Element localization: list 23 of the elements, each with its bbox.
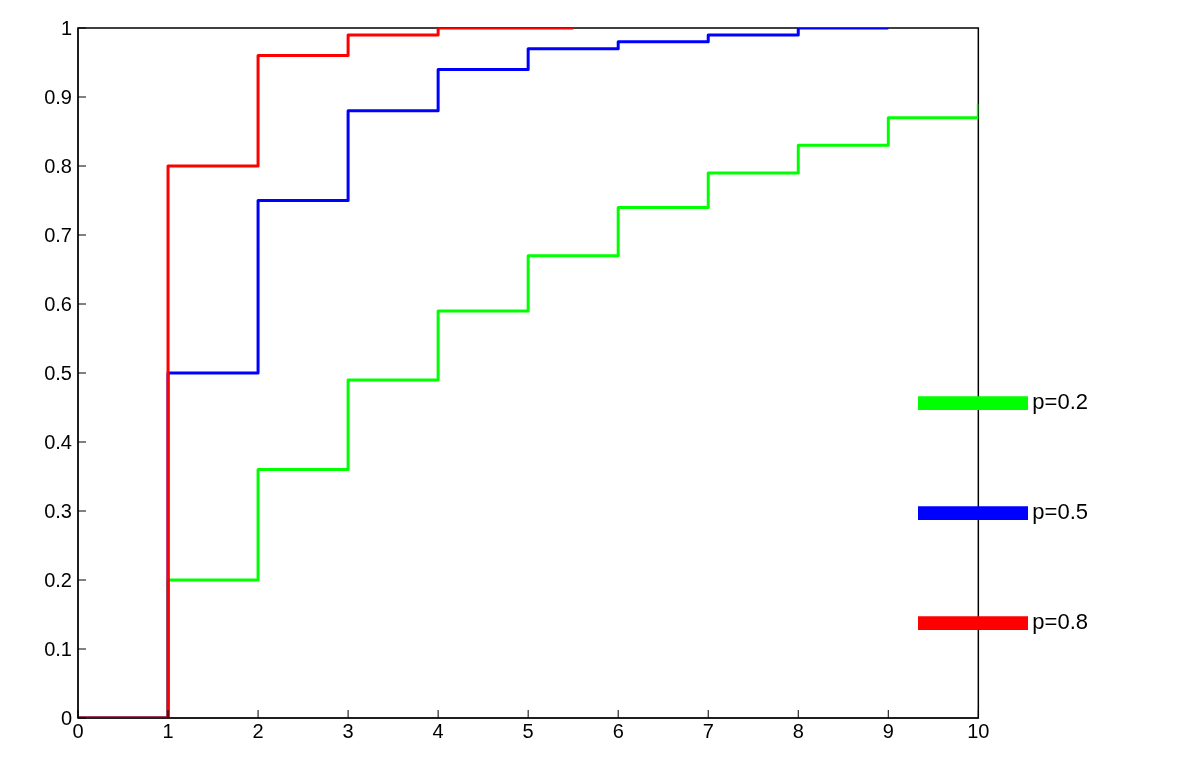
legend-label: p=0.5: [1032, 498, 1088, 524]
x-tick-label: 9: [882, 720, 894, 743]
y-tick-label: 0.1: [44, 638, 72, 661]
x-tick-label: 1: [162, 720, 174, 743]
x-tick-label: 10: [967, 720, 990, 743]
x-tick-label: 6: [612, 720, 624, 743]
x-tick-label: 3: [342, 720, 354, 743]
y-tick-label: 0.2: [44, 569, 72, 592]
x-tick-label: 7: [702, 720, 714, 743]
y-tick-label: 0.3: [44, 500, 72, 523]
y-tick-label: 0.7: [44, 224, 72, 247]
y-tick-label: 0.6: [44, 293, 72, 316]
legend-label: p=0.2: [1032, 388, 1088, 414]
y-tick-label: 1: [60, 17, 72, 40]
y-tick-label: 0.4: [44, 431, 72, 454]
x-tick-label: 5: [522, 720, 534, 743]
x-tick-label: 8: [792, 720, 804, 743]
y-tick-label: 0.9: [44, 86, 72, 109]
x-tick-label: 2: [252, 720, 264, 743]
y-tick-label: 0.5: [44, 362, 72, 385]
legend-label: p=0.8: [1032, 608, 1088, 634]
y-tick-label: 0.8: [44, 155, 72, 178]
x-tick-label: 4: [432, 720, 444, 743]
